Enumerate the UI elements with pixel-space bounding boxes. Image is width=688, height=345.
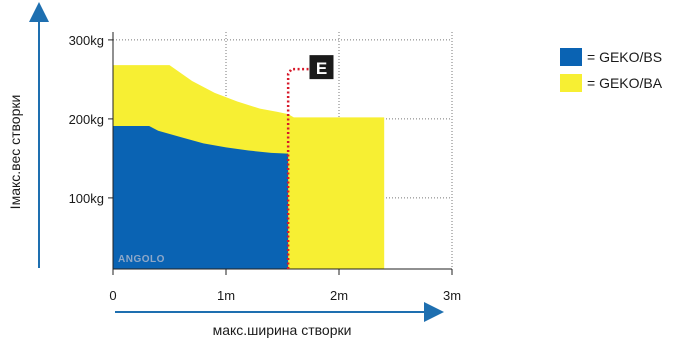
y-tick-label-0: 100kg xyxy=(69,191,104,206)
y-tick-label-1: 200kg xyxy=(69,112,104,127)
x-tick-label-0: 0 xyxy=(109,288,116,303)
annotation-line-0 xyxy=(286,67,309,269)
x-tick-label-3: 3m xyxy=(443,288,461,303)
y-axis-title: Імакс.вес створки xyxy=(7,95,23,210)
grid xyxy=(113,32,453,269)
series-area-1 xyxy=(113,126,289,269)
x-tick-label-2: 2m xyxy=(330,288,348,303)
legend-swatch-1 xyxy=(560,74,582,92)
plot-frame xyxy=(112,32,452,270)
annotation-badge-label-0: E xyxy=(316,59,327,78)
tick-labels: 0 1m 2m 3m 100kg 200kg 300kg xyxy=(69,33,461,303)
series-areas xyxy=(113,65,385,270)
annotation-e: E xyxy=(286,55,334,269)
legend: = GEKO/BS = GEKO/BA xyxy=(560,48,663,92)
x-tick-label-1: 1m xyxy=(217,288,235,303)
legend-label-1: = GEKO/BA xyxy=(587,75,663,91)
y-tick-label-2: 300kg xyxy=(69,33,104,48)
legend-swatch-0 xyxy=(560,48,582,66)
x-axis-title: макс.ширина створки xyxy=(213,322,352,338)
annotation-badge-0 xyxy=(309,55,334,80)
watermark-label: ANGOLO xyxy=(118,254,165,265)
legend-label-0: = GEKO/BS xyxy=(587,49,662,65)
